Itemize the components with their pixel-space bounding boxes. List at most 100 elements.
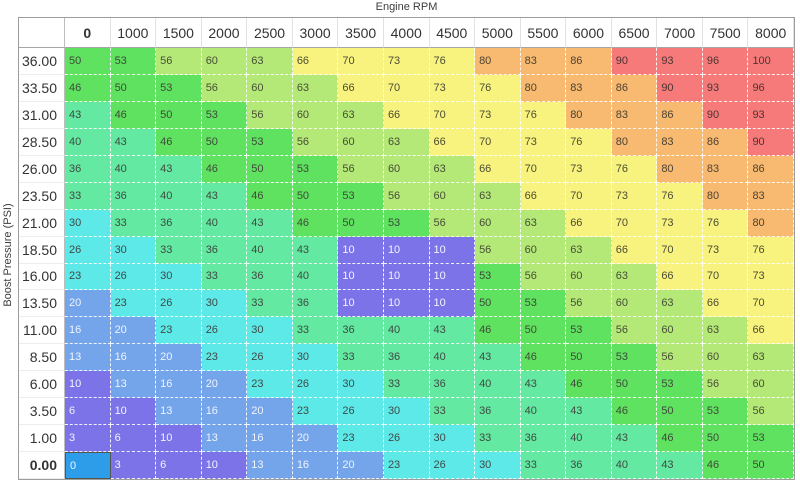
cell-13.50-7000[interactable]: 63 (657, 290, 703, 318)
cell-28.50-0[interactable]: 40 (65, 128, 111, 156)
cell-18.50-1000[interactable]: 30 (110, 236, 157, 264)
column-header-4500[interactable]: 4500 (429, 18, 476, 48)
cell-18.50-0[interactable]: 26 (65, 236, 111, 264)
cell-28.50-7500[interactable]: 86 (702, 128, 749, 156)
cell-31.00-1500[interactable]: 50 (156, 101, 202, 129)
cell-33.50-7500[interactable]: 93 (702, 74, 749, 102)
cell-23.50-5000[interactable]: 63 (475, 182, 521, 210)
cell-13.50-7500[interactable]: 66 (702, 290, 749, 318)
cell-18.50-7500[interactable]: 73 (702, 236, 749, 264)
cell-33.50-2000[interactable]: 56 (201, 74, 248, 102)
cell-6.00-2500[interactable]: 23 (247, 371, 293, 399)
cell-0.00-6500[interactable]: 40 (611, 452, 658, 479)
cell-23.50-3500[interactable]: 53 (338, 182, 384, 210)
cell-0.00-3000[interactable]: 16 (292, 452, 339, 479)
cell-23.50-8000[interactable]: 83 (748, 182, 794, 210)
cell-21.00-4500[interactable]: 56 (429, 209, 476, 237)
cell-13.50-2000[interactable]: 30 (201, 290, 248, 318)
column-header-0[interactable]: 0 (65, 18, 111, 48)
cell-1.00-5500[interactable]: 36 (520, 425, 567, 453)
cell-16.00-7500[interactable]: 70 (702, 263, 749, 291)
cell-26.00-1000[interactable]: 40 (110, 155, 157, 183)
cell-0.00-2000[interactable]: 10 (201, 452, 248, 479)
cell-8.50-3000[interactable]: 30 (292, 344, 339, 372)
cell-13.50-5500[interactable]: 53 (520, 290, 567, 318)
cell-3.50-3000[interactable]: 23 (292, 398, 339, 426)
cell-18.50-3500[interactable]: 10 (338, 236, 384, 264)
cell-31.00-3500[interactable]: 63 (338, 101, 384, 129)
cell-0.00-5000[interactable]: 30 (475, 452, 521, 479)
cell-23.50-7000[interactable]: 76 (657, 182, 703, 210)
cell-13.50-6000[interactable]: 56 (566, 290, 612, 318)
row-header-36.00[interactable]: 36.00 (19, 48, 65, 75)
cell-26.00-6000[interactable]: 73 (566, 155, 612, 183)
column-header-4000[interactable]: 4000 (383, 18, 430, 48)
cell-36.00-1500[interactable]: 56 (156, 48, 202, 75)
cell-31.00-4000[interactable]: 66 (383, 101, 430, 129)
cell-28.50-3000[interactable]: 56 (292, 128, 339, 156)
cell-23.50-1000[interactable]: 36 (110, 182, 157, 210)
cell-13.50-3500[interactable]: 10 (338, 290, 384, 318)
cell-11.00-4500[interactable]: 43 (429, 317, 476, 345)
cell-18.50-4500[interactable]: 10 (429, 236, 476, 264)
cell-8.50-7000[interactable]: 56 (657, 344, 703, 372)
cell-1.00-6000[interactable]: 40 (566, 425, 612, 453)
cell-11.00-4000[interactable]: 40 (383, 317, 430, 345)
cell-16.00-2500[interactable]: 36 (247, 263, 293, 291)
cell-33.50-3500[interactable]: 66 (338, 74, 384, 102)
cell-23.50-3000[interactable]: 50 (292, 182, 339, 210)
cell-13.50-5000[interactable]: 50 (475, 290, 521, 318)
cell-16.00-8000[interactable]: 73 (748, 263, 794, 291)
cell-28.50-5000[interactable]: 70 (475, 128, 521, 156)
row-header-1.00[interactable]: 1.00 (19, 425, 65, 453)
cell-6.00-3000[interactable]: 26 (292, 371, 339, 399)
cell-18.50-3000[interactable]: 43 (292, 236, 339, 264)
cell-3.50-1500[interactable]: 13 (156, 398, 202, 426)
row-header-0.00[interactable]: 0.00 (19, 452, 65, 479)
cell-8.50-1500[interactable]: 20 (156, 344, 202, 372)
cell-33.50-3000[interactable]: 63 (292, 74, 339, 102)
cell-0.00-8000[interactable]: 50 (748, 452, 794, 479)
cell-6.00-5500[interactable]: 43 (520, 371, 567, 399)
cell-0.00-1500[interactable]: 6 (156, 452, 202, 479)
cell-28.50-7000[interactable]: 83 (657, 128, 703, 156)
cell-31.00-5000[interactable]: 73 (475, 101, 521, 129)
cell-31.00-5500[interactable]: 76 (520, 101, 567, 129)
cell-36.00-0[interactable]: 50 (65, 48, 111, 75)
cell-33.50-0[interactable]: 46 (65, 74, 111, 102)
cell-33.50-4000[interactable]: 70 (383, 74, 430, 102)
cell-36.00-6000[interactable]: 86 (566, 48, 612, 75)
cell-18.50-5000[interactable]: 56 (475, 236, 521, 264)
cell-6.00-7500[interactable]: 56 (702, 371, 749, 399)
cell-18.50-4000[interactable]: 10 (383, 236, 430, 264)
cell-16.00-3500[interactable]: 10 (338, 263, 384, 291)
cell-8.50-4000[interactable]: 36 (383, 344, 430, 372)
cell-23.50-4000[interactable]: 56 (383, 182, 430, 210)
row-header-13.50[interactable]: 13.50 (19, 290, 65, 318)
cell-36.00-7000[interactable]: 93 (657, 48, 703, 75)
cell-6.00-1500[interactable]: 16 (156, 371, 202, 399)
cell-11.00-2500[interactable]: 30 (247, 317, 293, 345)
cell-36.00-2500[interactable]: 63 (247, 48, 293, 75)
cell-6.00-3500[interactable]: 30 (338, 371, 384, 399)
cell-1.00-4000[interactable]: 26 (383, 425, 430, 453)
cell-21.00-3000[interactable]: 46 (292, 209, 339, 237)
cell-3.50-3500[interactable]: 26 (338, 398, 384, 426)
row-header-3.50[interactable]: 3.50 (19, 398, 65, 426)
cell-28.50-2000[interactable]: 50 (201, 128, 248, 156)
cell-18.50-1500[interactable]: 33 (156, 236, 202, 264)
cell-18.50-2500[interactable]: 40 (247, 236, 293, 264)
cell-3.50-7500[interactable]: 53 (702, 398, 749, 426)
cell-13.50-6500[interactable]: 60 (611, 290, 658, 318)
column-header-1500[interactable]: 1500 (156, 18, 202, 48)
cell-23.50-2000[interactable]: 43 (201, 182, 248, 210)
column-header-6500[interactable]: 6500 (611, 18, 658, 48)
cell-23.50-7500[interactable]: 80 (702, 182, 749, 210)
cell-31.00-8000[interactable]: 93 (748, 101, 794, 129)
cell-23.50-4500[interactable]: 60 (429, 182, 476, 210)
cell-6.00-0[interactable]: 10 (65, 371, 111, 399)
cell-21.00-5000[interactable]: 60 (475, 209, 521, 237)
cell-16.00-4500[interactable]: 10 (429, 263, 476, 291)
cell-33.50-2500[interactable]: 60 (247, 74, 293, 102)
cell-23.50-6000[interactable]: 70 (566, 182, 612, 210)
